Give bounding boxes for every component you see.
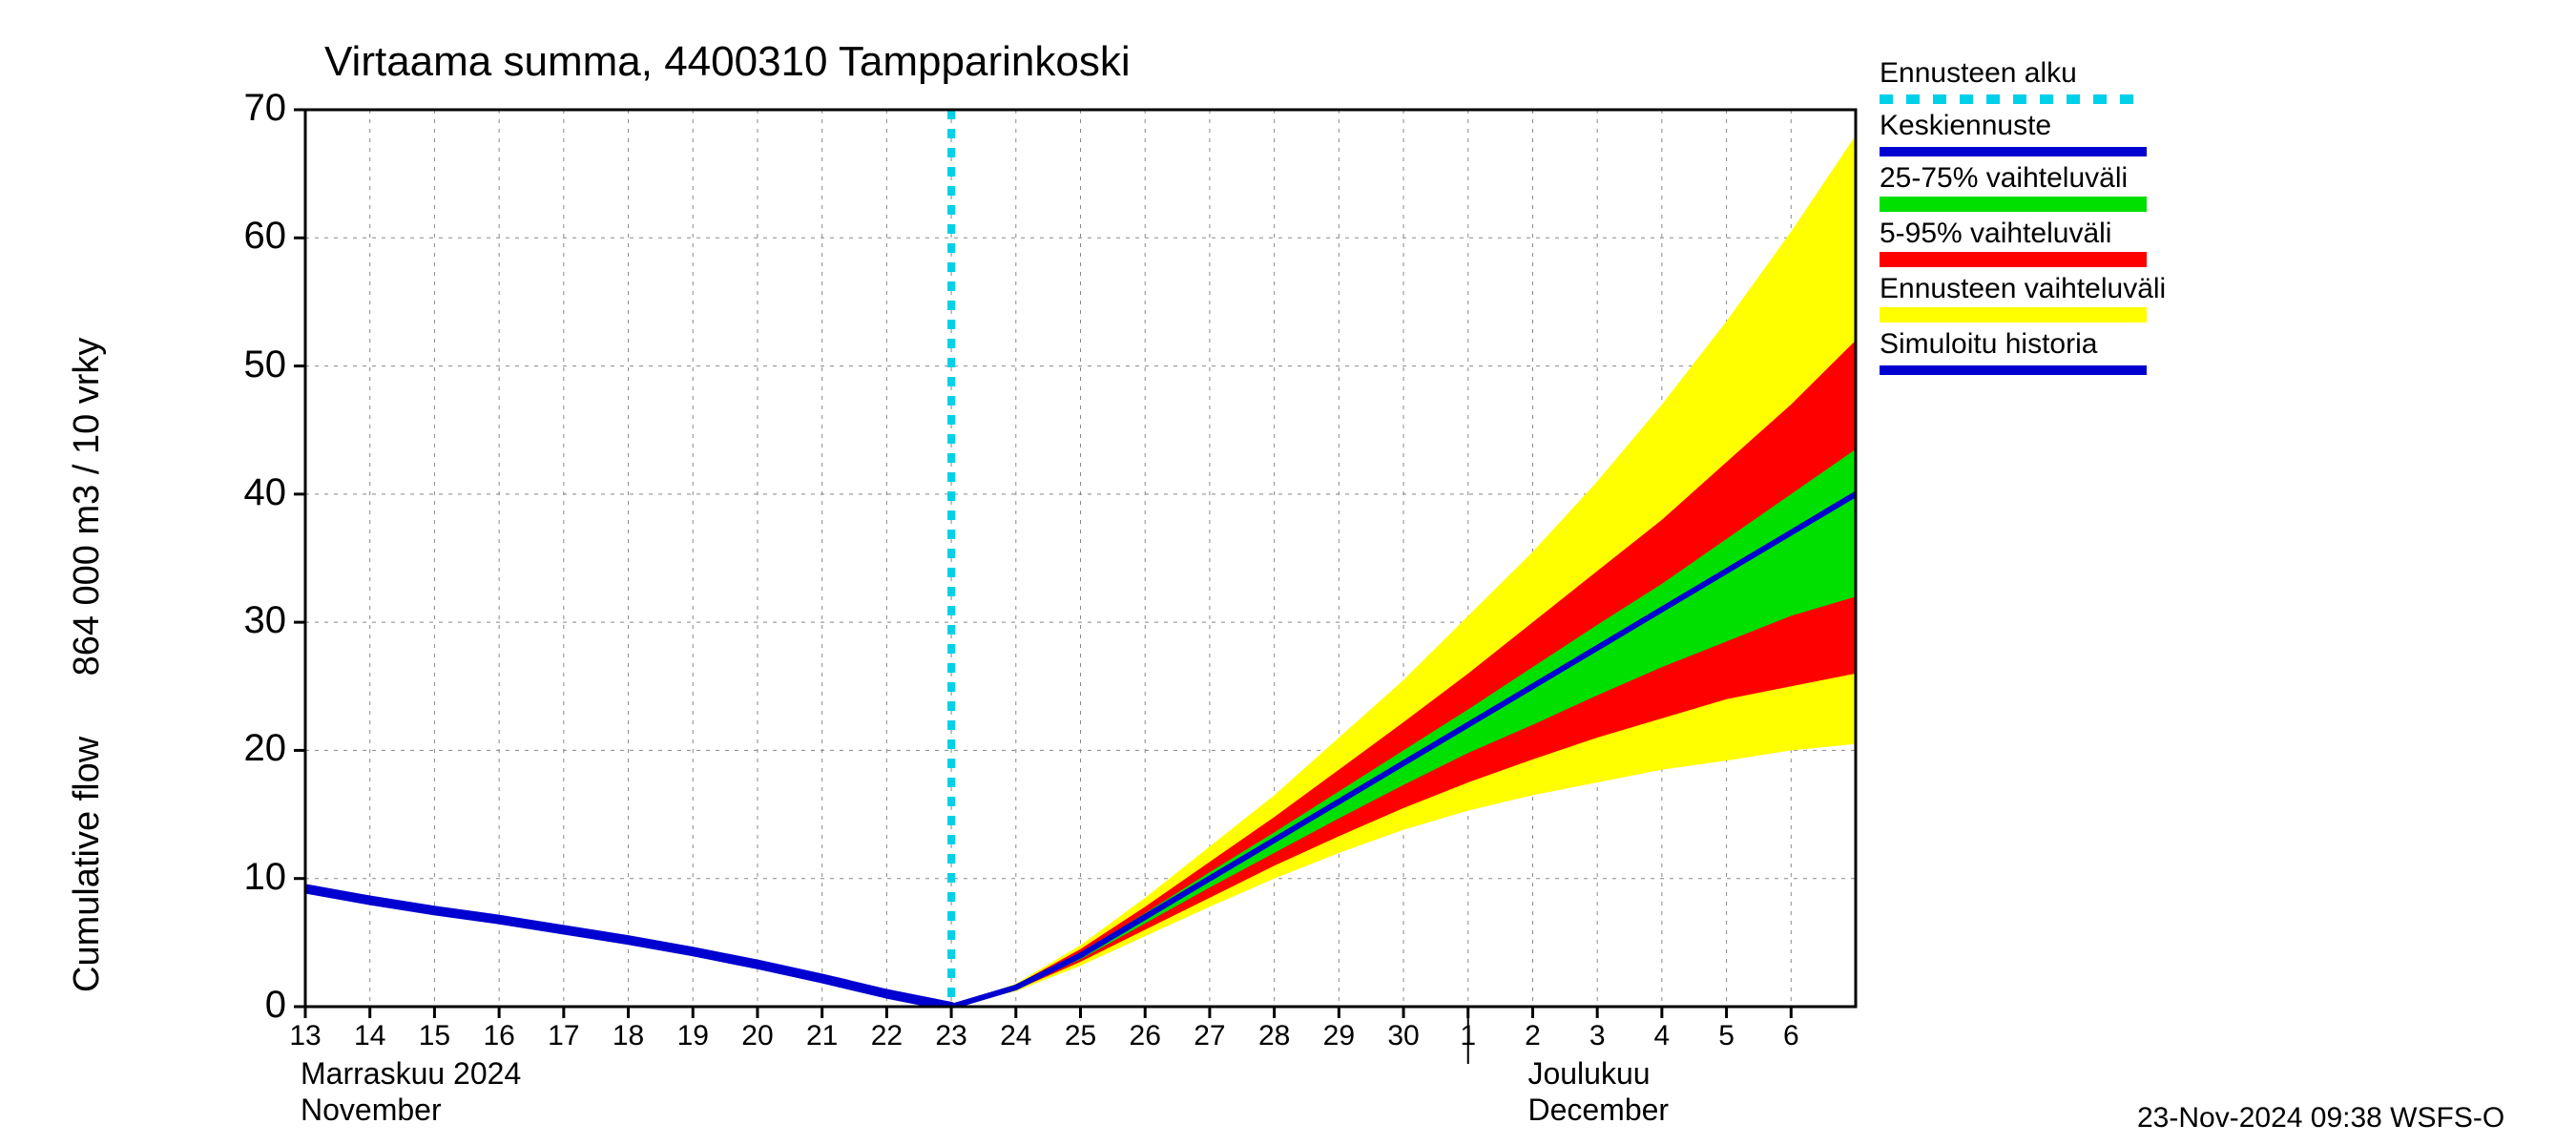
- legend-swatch: [1880, 147, 2147, 156]
- x-tick-label: 14: [346, 1020, 394, 1052]
- x-tick-label: 23: [927, 1020, 975, 1052]
- legend-swatch: [1880, 252, 2147, 267]
- y-tick-label: 60: [200, 215, 286, 258]
- x-tick-label: 18: [605, 1020, 653, 1052]
- x-tick-label: 15: [410, 1020, 458, 1052]
- legend-item: Keskiennuste: [1880, 110, 2166, 156]
- legend-item: 5-95% vaihteluväli: [1880, 218, 2166, 267]
- legend-label: 25-75% vaihteluväli: [1880, 162, 2128, 195]
- x-tick-label: 21: [799, 1020, 846, 1052]
- month-label-en: December: [1527, 1093, 1669, 1128]
- y-tick-label: 30: [200, 599, 286, 642]
- legend-label: Keskiennuste: [1880, 110, 2051, 142]
- legend-label: Simuloitu historia: [1880, 328, 2097, 361]
- month-label-fi: Marraskuu 2024: [301, 1056, 521, 1092]
- x-tick-label: 20: [734, 1020, 781, 1052]
- plot-svg: [0, 0, 2576, 1145]
- legend-item: Simuloitu historia: [1880, 328, 2166, 375]
- legend-label: Ennusteen vaihteluväli: [1880, 273, 2166, 305]
- x-tick-label: 13: [281, 1020, 329, 1052]
- x-tick-label: 5: [1703, 1020, 1751, 1052]
- x-tick-label: 2: [1508, 1020, 1556, 1052]
- x-tick-label: 16: [475, 1020, 523, 1052]
- chart-container: Virtaama summa, 4400310 Tampparinkoski C…: [0, 0, 2576, 1145]
- x-tick-label: 26: [1121, 1020, 1169, 1052]
- x-tick-label: 19: [669, 1020, 717, 1052]
- legend-item: Ennusteen alku: [1880, 57, 2166, 104]
- y-tick-label: 20: [200, 727, 286, 770]
- x-tick-label: 6: [1767, 1020, 1815, 1052]
- legend-label: 5-95% vaihteluväli: [1880, 218, 2111, 250]
- x-tick-label: 3: [1573, 1020, 1621, 1052]
- x-tick-label: 29: [1315, 1020, 1362, 1052]
- x-tick-label: 22: [862, 1020, 910, 1052]
- footer-text: 23-Nov-2024 09:38 WSFS-O: [2137, 1102, 2504, 1135]
- x-tick-label: 1: [1444, 1020, 1492, 1052]
- x-tick-label: 4: [1638, 1020, 1686, 1052]
- x-tick-label: 27: [1186, 1020, 1234, 1052]
- x-tick-label: 28: [1251, 1020, 1298, 1052]
- x-tick-label: 25: [1057, 1020, 1105, 1052]
- legend: Ennusteen alku Keskiennuste 25-75% vaihtel…: [1880, 57, 2166, 381]
- legend-item: 25-75% vaihteluväli: [1880, 162, 2166, 212]
- legend-swatch: [1880, 94, 2147, 104]
- legend-item: Ennusteen vaihteluväli: [1880, 273, 2166, 323]
- month-label-en: November: [301, 1093, 442, 1128]
- legend-swatch: [1880, 365, 2147, 375]
- month-label-fi: Joulukuu: [1527, 1056, 1650, 1092]
- legend-label: Ennusteen alku: [1880, 57, 2077, 90]
- x-tick-label: 17: [540, 1020, 588, 1052]
- y-tick-label: 70: [200, 87, 286, 130]
- x-tick-label: 30: [1380, 1020, 1427, 1052]
- y-tick-label: 0: [200, 984, 286, 1027]
- y-tick-label: 50: [200, 344, 286, 386]
- y-tick-label: 10: [200, 856, 286, 899]
- x-tick-label: 24: [992, 1020, 1040, 1052]
- y-tick-label: 40: [200, 471, 286, 514]
- legend-swatch: [1880, 197, 2147, 212]
- legend-swatch: [1880, 307, 2147, 323]
